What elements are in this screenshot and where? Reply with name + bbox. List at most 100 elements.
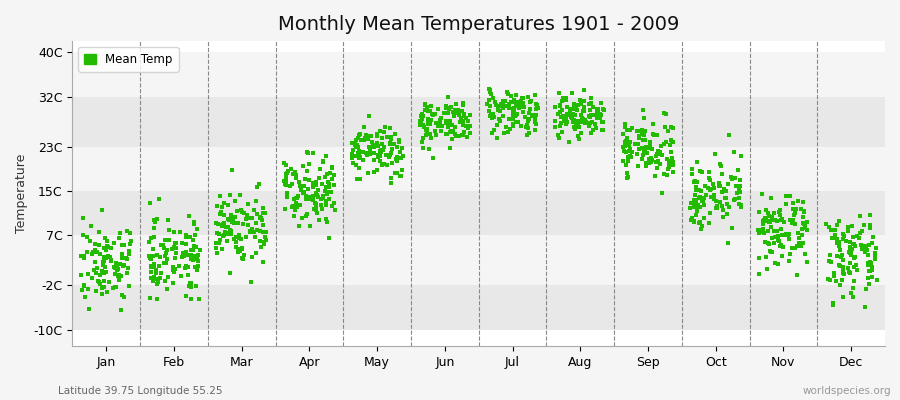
Point (692, 194, 706, 201)
Point (193, 247, 207, 254)
Point (219, 224, 233, 230)
Point (456, 100, 471, 106)
Point (575, 116, 590, 123)
Point (860, 247, 874, 253)
Point (388, 170, 402, 176)
Point (562, 110, 576, 117)
Point (842, 269, 856, 275)
Point (497, 130, 511, 136)
Point (848, 254, 862, 260)
Point (447, 113, 462, 120)
Point (789, 272, 804, 278)
Point (179, 241, 194, 248)
Point (653, 149, 668, 155)
Point (687, 198, 701, 204)
Point (520, 94, 535, 100)
Point (146, 278, 160, 284)
Point (827, 232, 842, 238)
Point (496, 99, 510, 105)
Point (566, 101, 580, 107)
Point (637, 132, 652, 138)
Point (666, 161, 680, 168)
Point (849, 262, 863, 268)
Point (791, 230, 806, 236)
Point (798, 250, 813, 257)
Point (356, 136, 371, 143)
Point (298, 212, 312, 219)
Point (785, 245, 799, 252)
Point (101, 252, 115, 259)
Point (837, 233, 851, 240)
Point (568, 126, 582, 132)
Point (280, 194, 294, 200)
Point (180, 263, 194, 270)
Point (455, 122, 470, 128)
Point (774, 217, 788, 224)
Point (423, 120, 437, 126)
Point (503, 126, 517, 132)
Point (78, 293, 93, 300)
Point (510, 102, 525, 109)
Point (123, 238, 138, 244)
Point (693, 168, 707, 175)
Point (93, 272, 107, 278)
Point (752, 271, 767, 278)
Point (383, 141, 398, 147)
Point (247, 207, 261, 214)
Point (698, 194, 712, 201)
Point (511, 105, 526, 111)
Point (456, 132, 471, 138)
Point (649, 153, 663, 160)
Point (528, 114, 543, 121)
Point (175, 239, 189, 246)
Point (531, 105, 545, 112)
Point (176, 254, 190, 260)
Point (800, 227, 814, 233)
Point (446, 128, 461, 135)
Point (284, 203, 299, 210)
Point (243, 227, 257, 234)
Point (416, 135, 430, 141)
Point (594, 127, 608, 133)
Point (702, 174, 716, 181)
Point (552, 134, 566, 141)
Point (382, 152, 397, 158)
Point (637, 128, 652, 134)
Point (82, 305, 96, 312)
Point (643, 142, 657, 148)
Point (511, 118, 526, 125)
Point (367, 169, 382, 176)
Point (701, 220, 716, 226)
Point (683, 205, 698, 211)
Point (310, 179, 324, 186)
Point (762, 241, 777, 247)
Point (522, 116, 536, 122)
Point (356, 148, 370, 155)
Point (240, 212, 255, 219)
Point (390, 153, 404, 160)
Point (322, 170, 337, 176)
Point (377, 129, 392, 136)
Point (661, 128, 675, 134)
Point (834, 252, 849, 258)
Point (502, 116, 517, 122)
Point (698, 183, 712, 190)
Point (439, 103, 454, 110)
Point (415, 116, 429, 122)
Point (96, 270, 111, 276)
Point (147, 234, 161, 240)
Point (212, 211, 227, 217)
Point (528, 101, 543, 108)
Point (93, 280, 107, 287)
Point (704, 194, 718, 200)
Point (854, 241, 868, 248)
Point (496, 98, 510, 104)
Point (858, 242, 872, 249)
Point (276, 160, 291, 166)
Point (491, 122, 505, 128)
Point (528, 127, 543, 133)
Point (513, 104, 527, 110)
Point (761, 218, 776, 225)
Point (306, 184, 320, 190)
Point (832, 239, 846, 245)
